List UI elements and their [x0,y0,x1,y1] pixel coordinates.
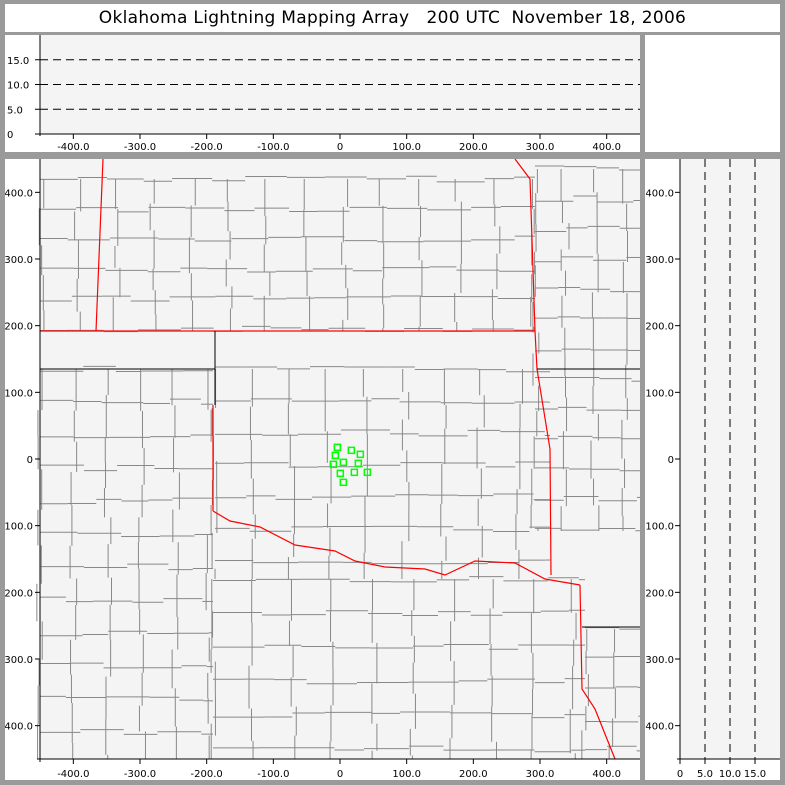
y-tick-label: -100.0 [645,522,674,533]
lightning-source-point [336,469,345,478]
map-panel: -400.0 -300.0 -200.0 -100.0 0 100.0 200.0 300.0… [1,158,640,780]
x-tick-label: 15.0 [744,769,766,780]
y-tick-label: 400.0 [645,188,674,199]
x-tick-label: -200.0 [191,142,223,152]
county-lines [36,165,640,759]
state-border [95,158,104,332]
x-tick-label: -300.0 [124,769,156,780]
x-tick-label: 100.0 [392,769,421,780]
y-tick-label: -300.0 [645,655,674,666]
lightning-source-point [339,458,348,467]
y-tick-label: 300.0 [645,255,674,266]
lightning-source-point [333,443,342,452]
y-tick-label: -400.0 [5,722,33,733]
x-tick-label: -400.0 [57,769,89,780]
y-tick-label: 0 [27,455,33,466]
x-tick-label: 10.0 [719,769,741,780]
x-tick-label: 100.0 [392,142,421,152]
ns-altitude-panel: 0 5.0 10.015.0 -400.0 -300.0 -200.0 -100.0 0 100… [642,159,780,780]
x-tick-label: 300.0 [526,769,555,780]
lightning-source-point [347,446,356,455]
x-tick-label: -100.0 [257,142,289,152]
y-tick-label: -200.0 [645,588,674,599]
x-tick-label: -100.0 [257,769,289,780]
lightning-source-point [350,468,359,477]
lightning-source-point [363,468,372,477]
x-tick-label: 400.0 [592,769,621,780]
x-tick-label: 0 [337,142,343,152]
altitude-panel: 0 5.0 10.0 15.0 -400.0 -300.0 -200.0 -100.0 0 100… [5,35,640,153]
y-tick-label: -200.0 [5,588,33,599]
x-tick-label: 0 [677,769,683,780]
x-tick-label: 0 [337,769,343,780]
state-border [514,158,552,576]
x-tick-label: 5.0 [697,769,713,780]
y-tick-label: -400.0 [645,722,674,733]
x-tick-label: 300.0 [526,142,555,152]
x-tick-label: -200.0 [191,769,223,780]
state-border [579,584,616,760]
y-tick-label: 0 [668,455,674,466]
x-tick-label: 200.0 [459,142,488,152]
y-tick-label: 300.0 [5,255,33,266]
x-tick-label: 400.0 [592,142,621,152]
y-tick-label: 100.0 [645,388,674,399]
chart-title: Oklahoma Lightning Mapping Array 200 UTC… [5,4,780,32]
lightning-source-point [331,451,340,460]
lightning-source-point [354,459,363,468]
lightning-source-point [356,450,365,459]
y-tick-label: 100.0 [5,388,33,399]
blank-panel [645,35,780,152]
state-border [212,510,581,586]
x-tick-label: 200.0 [459,769,488,780]
y-tick-label: -300.0 [5,655,33,666]
y-tick-label: 0 [7,130,13,141]
y-tick-label: 400.0 [5,188,33,199]
y-tick-label: 5.0 [7,105,23,116]
lightning-source-point [329,460,338,469]
x-tick-label: -400.0 [57,142,89,152]
y-tick-label: 10.0 [7,81,29,92]
y-tick-label: 200.0 [5,322,33,333]
lightning-source-point [339,478,348,487]
y-tick-label: -100.0 [5,522,33,533]
y-tick-label: 200.0 [645,322,674,333]
y-tick-label: 15.0 [7,56,29,67]
x-tick-label: -300.0 [124,142,156,152]
